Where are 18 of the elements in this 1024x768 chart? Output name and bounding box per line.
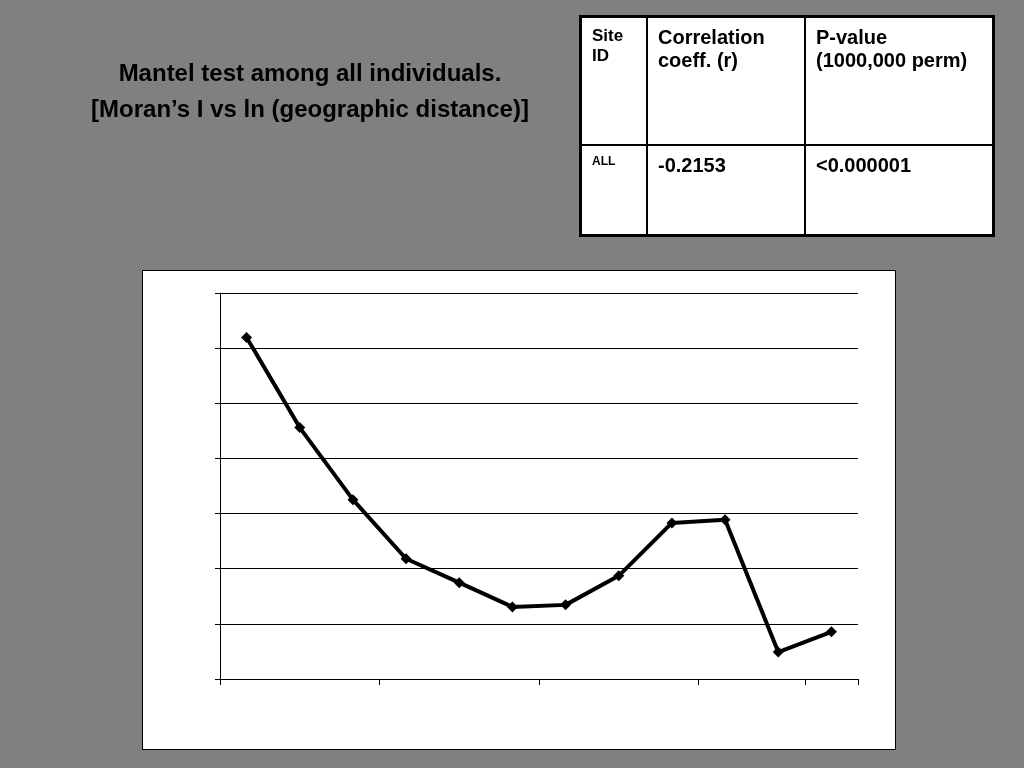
point [400,553,412,565]
text: Correlation coeff. (r) [647,16,805,145]
point [506,601,518,613]
point [294,422,306,434]
point [666,517,678,529]
point [347,494,359,506]
point [613,570,625,582]
point [560,599,572,611]
text: P-value (1000,000 perm) [805,16,994,145]
chart-title: Mantel test among all individuals. [Moran’s I vs ln (geographic distance)] [90,58,530,124]
point [825,626,837,638]
text: -0.2153 [647,145,805,236]
text: ALL [580,145,647,236]
point [772,646,784,658]
point [453,577,465,589]
text: <0.000001 [805,145,994,236]
text: Site ID [580,16,647,145]
point [241,331,253,343]
